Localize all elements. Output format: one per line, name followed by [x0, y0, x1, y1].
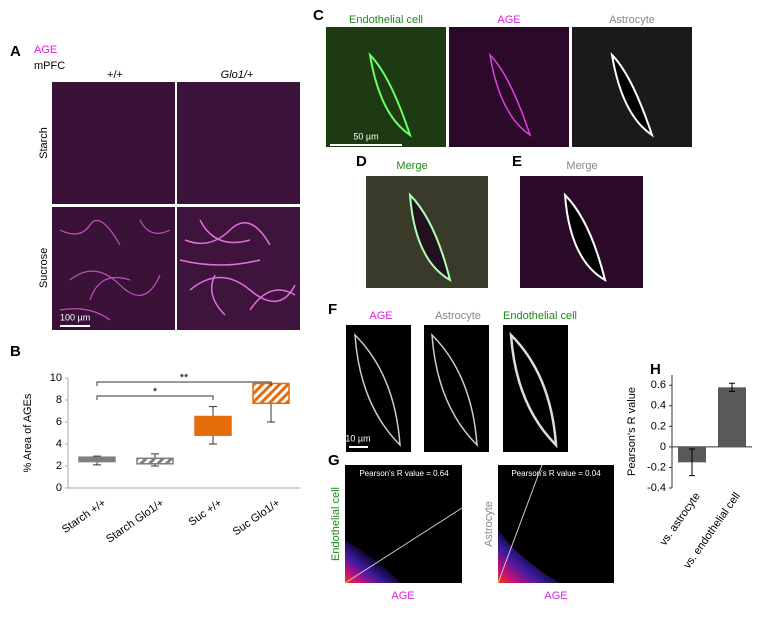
channel-label: Endothelial cell [349, 14, 423, 26]
y-tick-label: 0 [56, 482, 62, 494]
panel-f: F AGE Astrocyte Endothelial cell 10 µm [328, 301, 577, 452]
axis-label: AGE [544, 590, 567, 602]
vessel-decor [408, 192, 452, 283]
vessel-decor [610, 52, 654, 138]
y-tick-label: 6 [56, 416, 62, 428]
column-label: Glo1/+ [221, 69, 254, 81]
pearson-label: Pearson's R value = 0.64 [359, 469, 449, 478]
stain-label: AGE [34, 44, 57, 56]
micrograph [52, 82, 175, 204]
y-tick-label: 0.2 [651, 420, 666, 432]
channel-label: Astrocyte [435, 310, 481, 322]
vessel-decor [354, 333, 401, 447]
panel-label: E [512, 153, 522, 170]
panel-label: G [328, 452, 340, 469]
y-tick-label: 8 [56, 394, 62, 406]
y-tick-label: 10 [50, 372, 62, 384]
row-label: Sucrose [38, 248, 50, 288]
region-label: mPFC [34, 60, 65, 72]
fit-line [497, 464, 543, 584]
micrograph [177, 82, 300, 204]
vessel-decor [509, 331, 558, 449]
column-label: +/+ [107, 69, 123, 81]
y-tick-label: 2 [56, 460, 62, 472]
scale-label: 10 µm [345, 433, 370, 443]
box [194, 415, 232, 436]
channel-label: Astrocyte [609, 14, 655, 26]
vessel-decor [59, 219, 171, 321]
bar [718, 387, 746, 447]
channel-label: AGE [369, 310, 392, 322]
significance-label: ** [180, 372, 189, 384]
micrograph [503, 325, 568, 452]
channel-label: AGE [497, 14, 520, 26]
vessel-decor [368, 52, 412, 138]
pearson-label: Pearson's R value = 0.04 [511, 469, 601, 478]
y-tick-label: 0.6 [651, 379, 666, 391]
panel-e: E Merge [512, 153, 643, 288]
y-tick-label: -0.4 [647, 482, 666, 494]
micrograph [449, 27, 569, 147]
x-tick-label: Suc +/+ [186, 497, 224, 529]
significance-bracket [96, 395, 214, 400]
y-axis-label: % Area of AGEs [22, 393, 34, 472]
vessel-decor [179, 219, 296, 316]
panel-label: B [10, 343, 21, 360]
channel-label: Endothelial cell [503, 310, 577, 322]
axis-label: Endothelial cell [330, 487, 342, 561]
micrograph [424, 325, 489, 452]
axis-label: Astrocyte [483, 501, 495, 547]
x-tick-label: vs. astrocyte [658, 491, 703, 548]
significance-label: * [153, 386, 158, 398]
x-tick-label: Suc Glo1/+ [231, 497, 283, 538]
micrograph [177, 207, 300, 330]
y-tick-label: 0.4 [651, 400, 666, 412]
panel-label: H [650, 361, 661, 378]
panel-title: Merge [396, 160, 427, 172]
box [252, 382, 290, 405]
panel-label: D [356, 153, 367, 170]
vessel-decor [488, 52, 532, 137]
panel-c: C Endothelial cell AGE Astrocyte 50 µm [313, 7, 692, 147]
y-tick-label: -0.2 [647, 461, 666, 473]
box [136, 457, 174, 465]
panel-a: A AGE mPFC +/+ Glo1/+ Starch Sucrose 100… [10, 43, 300, 330]
x-tick-label: Starch Glo1/+ [104, 497, 166, 546]
box [78, 456, 116, 463]
fit-line [344, 507, 463, 584]
error-bar [729, 382, 735, 392]
scale-label: 100 µm [60, 312, 90, 322]
density-decor [498, 530, 560, 583]
x-tick-label: Starch +/+ [60, 497, 108, 536]
micrograph [52, 207, 175, 330]
density-decor [345, 540, 400, 583]
panel-label: A [10, 43, 21, 60]
significance-bracket [96, 381, 272, 386]
scale-label: 50 µm [353, 131, 378, 141]
error-bar [689, 448, 695, 477]
row-label: Starch [38, 127, 50, 159]
vessel-decor [563, 192, 607, 283]
panel-g: G Pearson's R value = 0.64 Endothelial c… [328, 452, 614, 602]
panel-label: F [328, 301, 337, 318]
panel-d: D Merge [356, 153, 488, 288]
axis-label: AGE [391, 590, 414, 602]
vessel-decor [431, 333, 478, 447]
y-tick-label: 4 [56, 438, 62, 450]
panel-title: Merge [566, 160, 597, 172]
micrograph [326, 27, 446, 147]
panel-label: C [313, 7, 324, 24]
y-axis-label: Pearson's R value [626, 387, 638, 476]
y-tick-label: 0 [660, 441, 666, 453]
micrograph [346, 325, 411, 452]
